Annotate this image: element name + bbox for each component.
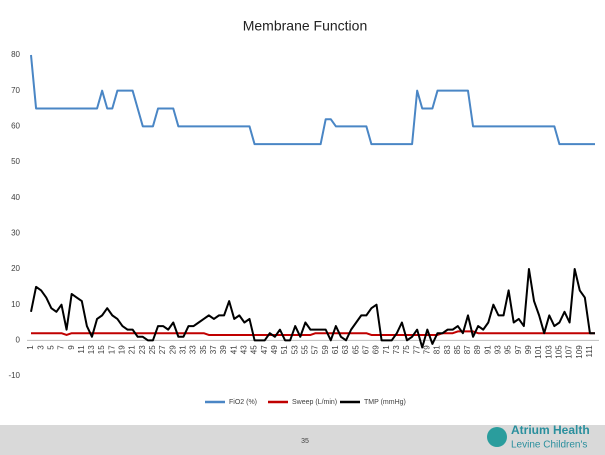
x-tick-label: 19 [118,345,127,354]
legend-label: FiO2 (%) [229,399,257,406]
x-tick-label: 41 [229,345,238,354]
y-tick-label: 20 [11,264,20,273]
x-tick-label: 35 [199,345,208,354]
x-tick-label: 23 [138,345,147,354]
x-tick-label: 93 [494,345,503,354]
y-tick-label: 30 [11,228,20,237]
x-tick-label: 77 [412,345,421,354]
y-tick-label: 0 [16,335,21,344]
x-tick-label: 27 [158,345,167,354]
x-tick-label: 75 [402,345,411,354]
x-tick-label: 33 [189,345,198,354]
x-tick-label: 69 [372,345,381,354]
x-tick-label: 97 [514,345,523,354]
x-tick-label: 29 [168,345,177,354]
y-tick-label: 70 [11,86,20,95]
x-tick-label: 37 [209,345,218,354]
x-tick-label: 103 [544,345,553,359]
chart-title: Membrane Function [243,18,368,34]
x-tick-label: 95 [504,345,513,354]
legend-label: Sweep (L/min) [292,399,337,406]
x-tick-label: 3 [36,345,45,350]
x-tick-label: 83 [443,345,452,354]
x-tick-label: 89 [473,345,482,354]
x-tick-label: 71 [382,345,391,354]
logo-icon [487,427,507,447]
x-tick-label: 9 [67,345,76,350]
x-tick-label: 31 [179,345,188,354]
x-tick-label: 73 [392,345,401,354]
x-tick-label: 99 [524,345,533,354]
x-tick-label: 63 [341,345,350,354]
x-tick-label: 91 [483,345,492,354]
series-line [30,54,595,146]
x-tick-label: 5 [46,345,55,350]
x-tick-label: 107 [565,345,574,359]
series-line [30,268,595,349]
x-tick-label: 47 [260,345,269,354]
y-tick-label: 80 [11,50,20,59]
slide [0,0,605,425]
x-tick-label: 87 [463,345,472,354]
x-tick-label: 81 [433,345,442,354]
x-tick-label: 59 [321,345,330,354]
x-tick-label: 51 [280,345,289,354]
logo-line2: Levine Children's [511,440,587,451]
x-tick-label: 25 [148,345,157,354]
x-tick-label: 15 [97,345,106,354]
x-tick-label: 61 [331,345,340,354]
y-tick-label: 40 [11,193,20,202]
x-tick-label: 39 [219,345,228,354]
series-line [31,330,595,336]
x-tick-label: 101 [534,345,543,359]
x-tick-label: 65 [351,345,360,354]
x-tick-label: 11 [77,345,86,354]
x-tick-label: 111 [585,345,594,358]
x-tick-label: 13 [87,345,96,354]
legend-label: TMP (mmHg) [364,399,406,406]
page-number: 35 [301,438,309,445]
x-tick-label: 7 [57,345,66,350]
y-tick-label: 60 [11,121,20,130]
x-tick-label: 17 [107,345,116,354]
y-tick-label: -10 [8,371,20,380]
x-tick-label: 55 [300,345,309,354]
x-tick-label: 105 [555,345,564,359]
x-tick-label: 85 [453,345,462,354]
logo-line1: Atrium Health [511,423,590,437]
x-tick-label: 49 [270,345,279,354]
y-tick-label: 10 [11,300,20,309]
y-tick-label: 50 [11,157,20,166]
x-tick-label: 1 [26,345,35,350]
x-tick-label: 53 [290,345,299,354]
x-tick-label: 45 [250,345,259,354]
x-tick-label: 79 [422,345,431,354]
x-tick-label: 21 [128,345,137,354]
x-tick-label: 109 [575,345,584,359]
x-tick-label: 67 [361,345,370,354]
x-tick-label: 57 [311,345,320,354]
x-tick-label: 43 [240,345,249,354]
